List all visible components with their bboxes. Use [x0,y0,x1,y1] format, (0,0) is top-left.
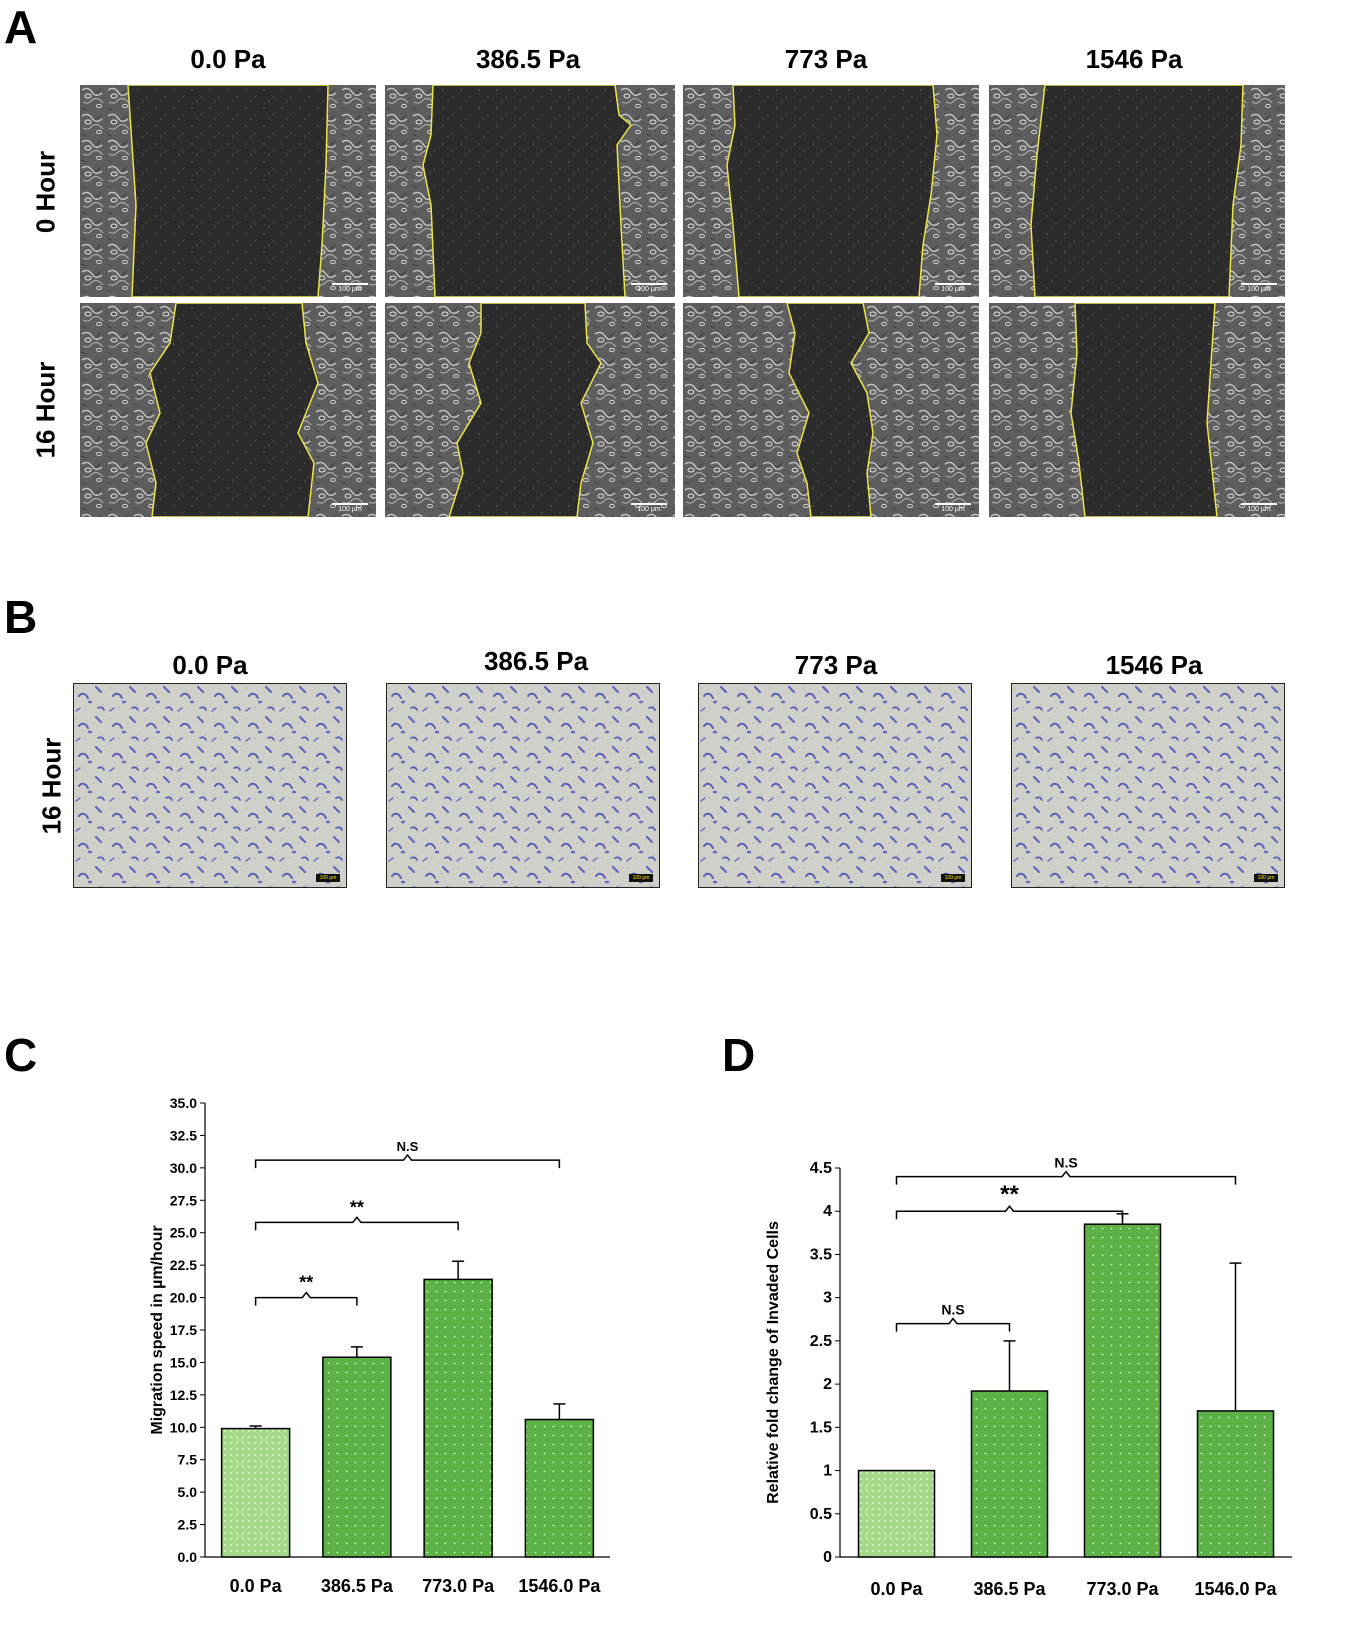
bar [857,1469,936,1558]
y-tick-label: 25.0 [170,1225,197,1241]
y-tick-label: 0.0 [178,1549,198,1565]
significance-label: N.S [1054,1155,1077,1171]
x-tick-label: 0.0 Pa [230,1576,283,1596]
panel-label-c: C [4,1029,38,1081]
transwell-micrograph: 100 µm [73,683,347,888]
y-tick-label: 7.5 [178,1452,198,1468]
significance-bracket [895,1170,1237,1185]
significance-bracket [254,1153,561,1169]
scratch-micrograph: 100 µm [80,303,376,517]
y-axis-label: Relative fold change of Invaded Cells [765,1221,782,1504]
significance-label: ** [299,1273,313,1293]
scratch-micrograph: 100 µm [989,303,1285,517]
panel-label-b: B [4,591,38,643]
panel-a-column-title: 0.0 Pa [190,44,266,74]
scratch-micrograph: 100 µm [683,303,979,517]
significance-label: ** [350,1197,364,1217]
transwell-micrograph: 100 µm [1011,683,1285,888]
bar [220,1427,291,1558]
x-tick-label: 0.0 Pa [870,1579,923,1599]
y-tick-label: 3 [823,1290,832,1307]
y-tick-label: 4 [823,1203,832,1220]
y-tick-label: 2 [823,1376,832,1393]
x-tick-label: 773.0 Pa [422,1576,495,1596]
scratch-micrograph: 100 µm [989,85,1285,297]
scale-bar-label: 100 µm [1254,874,1278,882]
panel-b-column-title: 386.5 Pa [483,646,589,676]
x-tick-label: 386.5 Pa [321,1576,394,1596]
y-tick-label: 20.0 [170,1290,197,1306]
significance-bracket [254,1291,358,1306]
x-tick-label: 386.5 Pa [973,1579,1046,1599]
x-tick-label: 1546.0 Pa [518,1576,601,1596]
bar [423,1278,493,1558]
significance-bracket [254,1216,459,1231]
panel-label-a: A [4,1,38,53]
scale-bar-label: 100 µm [338,286,362,293]
scale-bar-label: 100 µm [629,874,653,882]
significance-label: N.S [941,1302,964,1318]
y-tick-label: 4.5 [810,1160,832,1177]
y-tick-label: 0.5 [810,1506,832,1523]
y-axis-label: Migration speed in µm/hour [149,1225,166,1434]
panel-b-column-title: 773 Pa [794,650,878,680]
scale-bar-label: 100 µm [941,506,965,513]
scratch-micrograph: 100 µm [683,85,979,297]
y-tick-label: 0 [823,1549,832,1566]
panel-label-d: D [722,1029,756,1081]
y-tick-label: 30.0 [170,1160,197,1176]
scale-bar-label: 100 µm [1247,506,1271,513]
significance-label: ** [1000,1181,1019,1208]
y-tick-label: 27.5 [170,1192,197,1208]
bar [322,1356,392,1558]
y-tick-label: 32.5 [170,1127,197,1143]
y-tick-label: 15.0 [170,1354,197,1370]
panel-a-row-label: 0 Hour [30,150,61,234]
scale-bar-label: 100 µm [941,874,965,882]
y-tick-label: 12.5 [170,1387,197,1403]
bar [970,1390,1049,1558]
scale-bar-label: 100 µm [941,286,965,293]
y-tick-label: 35.0 [170,1095,197,1111]
transwell-micrograph: 100 µm [386,683,660,888]
significance-label: N.S [397,1139,419,1154]
scratch-micrograph: 100 µm [385,85,675,297]
x-tick-label: 1546.0 Pa [1194,1579,1277,1599]
panel-b-column-title: 0.0 Pa [172,650,248,680]
panel-b-row-label: 16 Hour [36,737,67,835]
panel-a-column-title: 773 Pa [784,44,868,74]
bar [1083,1223,1162,1558]
y-tick-label: 2.5 [178,1517,198,1533]
y-tick-label: 10.0 [170,1419,197,1435]
y-tick-label: 3.5 [810,1246,832,1263]
y-tick-label: 2.5 [810,1333,832,1350]
panel-b-column-title: 1546 Pa [1105,650,1203,680]
transwell-micrograph: 100 µm [698,683,972,888]
x-tick-label: 773.0 Pa [1086,1579,1159,1599]
significance-bracket [895,1317,1011,1332]
scale-bar-label: 100 µm [1247,286,1271,293]
scale-bar-label: 100 µm [338,506,362,513]
y-tick-label: 5.0 [178,1484,198,1500]
y-tick-label: 22.5 [170,1257,197,1273]
bar [1196,1410,1275,1558]
scratch-micrograph: 100 µm [80,85,376,297]
y-tick-label: 17.5 [170,1322,197,1338]
panel-a-column-title: 1546 Pa [1085,44,1183,74]
scale-bar-label: 100 µm [316,874,340,882]
panel-a-row-label: 16 Hour [30,361,61,459]
y-tick-label: 1 [823,1463,832,1480]
significance-bracket [895,1205,1124,1220]
y-tick-label: 1.5 [810,1419,832,1436]
scratch-micrograph: 100 µm [385,303,675,517]
bar [524,1418,595,1558]
scale-bar-label: 100 µm [637,506,661,513]
panel-a-column-title: 386.5 Pa [475,44,581,74]
scale-bar-label: 100 µm [637,286,661,293]
